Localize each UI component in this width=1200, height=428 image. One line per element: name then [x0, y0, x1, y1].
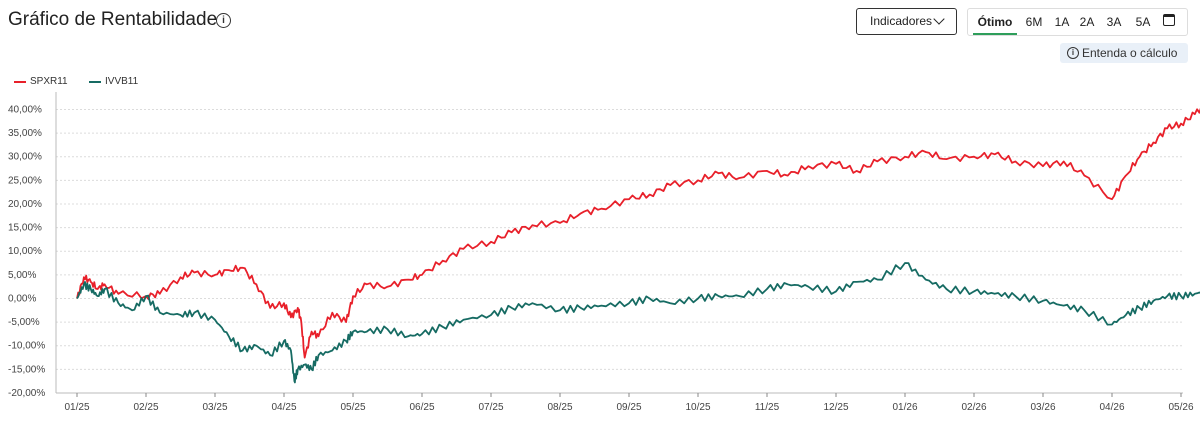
legend-label: IVVB11	[105, 76, 139, 87]
series-line-ivvb11	[76, 262, 1200, 384]
y-tick-label: 15,00%	[8, 223, 42, 234]
period-tab-3a[interactable]: 3A	[1106, 15, 1122, 29]
calc-info-link[interactable]: i Entenda o cálculo	[1060, 43, 1188, 63]
period-tab-5a[interactable]: 5A	[1135, 15, 1151, 29]
x-tick-label: 12/25	[823, 402, 848, 413]
indicators-label: Indicadores	[870, 14, 933, 28]
period-tab-1a[interactable]: 1A	[1054, 15, 1070, 29]
y-tick-label: 25,00%	[8, 175, 42, 186]
period-tab-otimo[interactable]: Ótimo	[973, 9, 1017, 35]
y-tick-label: 40,00%	[8, 104, 42, 115]
indicators-dropdown[interactable]: Indicadores	[856, 8, 957, 35]
x-tick-label: 02/25	[133, 402, 158, 413]
legend-label: SPXR11	[30, 76, 68, 87]
y-tick-label: -10,00%	[8, 341, 45, 352]
x-tick-label: 09/25	[616, 402, 641, 413]
x-tick-label: 05/25	[340, 402, 365, 413]
calendar-icon[interactable]	[1163, 14, 1175, 26]
x-tick-label: 04/25	[271, 402, 296, 413]
x-tick-label: 01/25	[64, 402, 89, 413]
x-tick-label: 07/25	[478, 402, 503, 413]
info-circle-icon[interactable]: i	[216, 13, 231, 28]
period-tab-2a[interactable]: 2A	[1079, 15, 1095, 29]
period-selector: Ótimo 6M 1A 2A 3A 5A	[967, 8, 1188, 36]
y-tick-label: 5,00%	[8, 270, 36, 281]
x-tick-label: 02/26	[961, 402, 986, 413]
y-tick-label: 30,00%	[8, 152, 42, 163]
x-tick-label: 05/26	[1168, 402, 1193, 413]
y-tick-label: 20,00%	[8, 199, 42, 210]
y-tick-label: -5,00%	[8, 317, 40, 328]
x-tick-label: 01/26	[892, 402, 917, 413]
y-tick-label: 35,00%	[8, 128, 42, 139]
period-tab-6m[interactable]: 6M	[1025, 15, 1043, 29]
y-tick-label: 0,00%	[8, 293, 36, 304]
x-tick-label: 11/25	[755, 402, 780, 413]
x-tick-label: 10/25	[685, 402, 710, 413]
x-tick-label: 06/25	[409, 402, 434, 413]
y-tick-label: -15,00%	[8, 364, 45, 375]
x-tick-label: 03/25	[202, 402, 227, 413]
series-line-spxr11	[76, 107, 1200, 359]
info-circle-icon: i	[1067, 47, 1079, 59]
x-tick-label: 08/25	[547, 402, 572, 413]
calc-link-label: Entenda o cálculo	[1082, 46, 1178, 60]
page-title: Gráfico de Rentabilidade	[8, 9, 218, 30]
x-tick-label: 03/26	[1030, 402, 1055, 413]
legend-swatch	[14, 81, 26, 83]
x-tick-label: 04/26	[1099, 402, 1124, 413]
legend-swatch	[89, 81, 101, 83]
y-tick-label: -20,00%	[8, 388, 45, 399]
y-tick-label: 10,00%	[8, 246, 42, 257]
